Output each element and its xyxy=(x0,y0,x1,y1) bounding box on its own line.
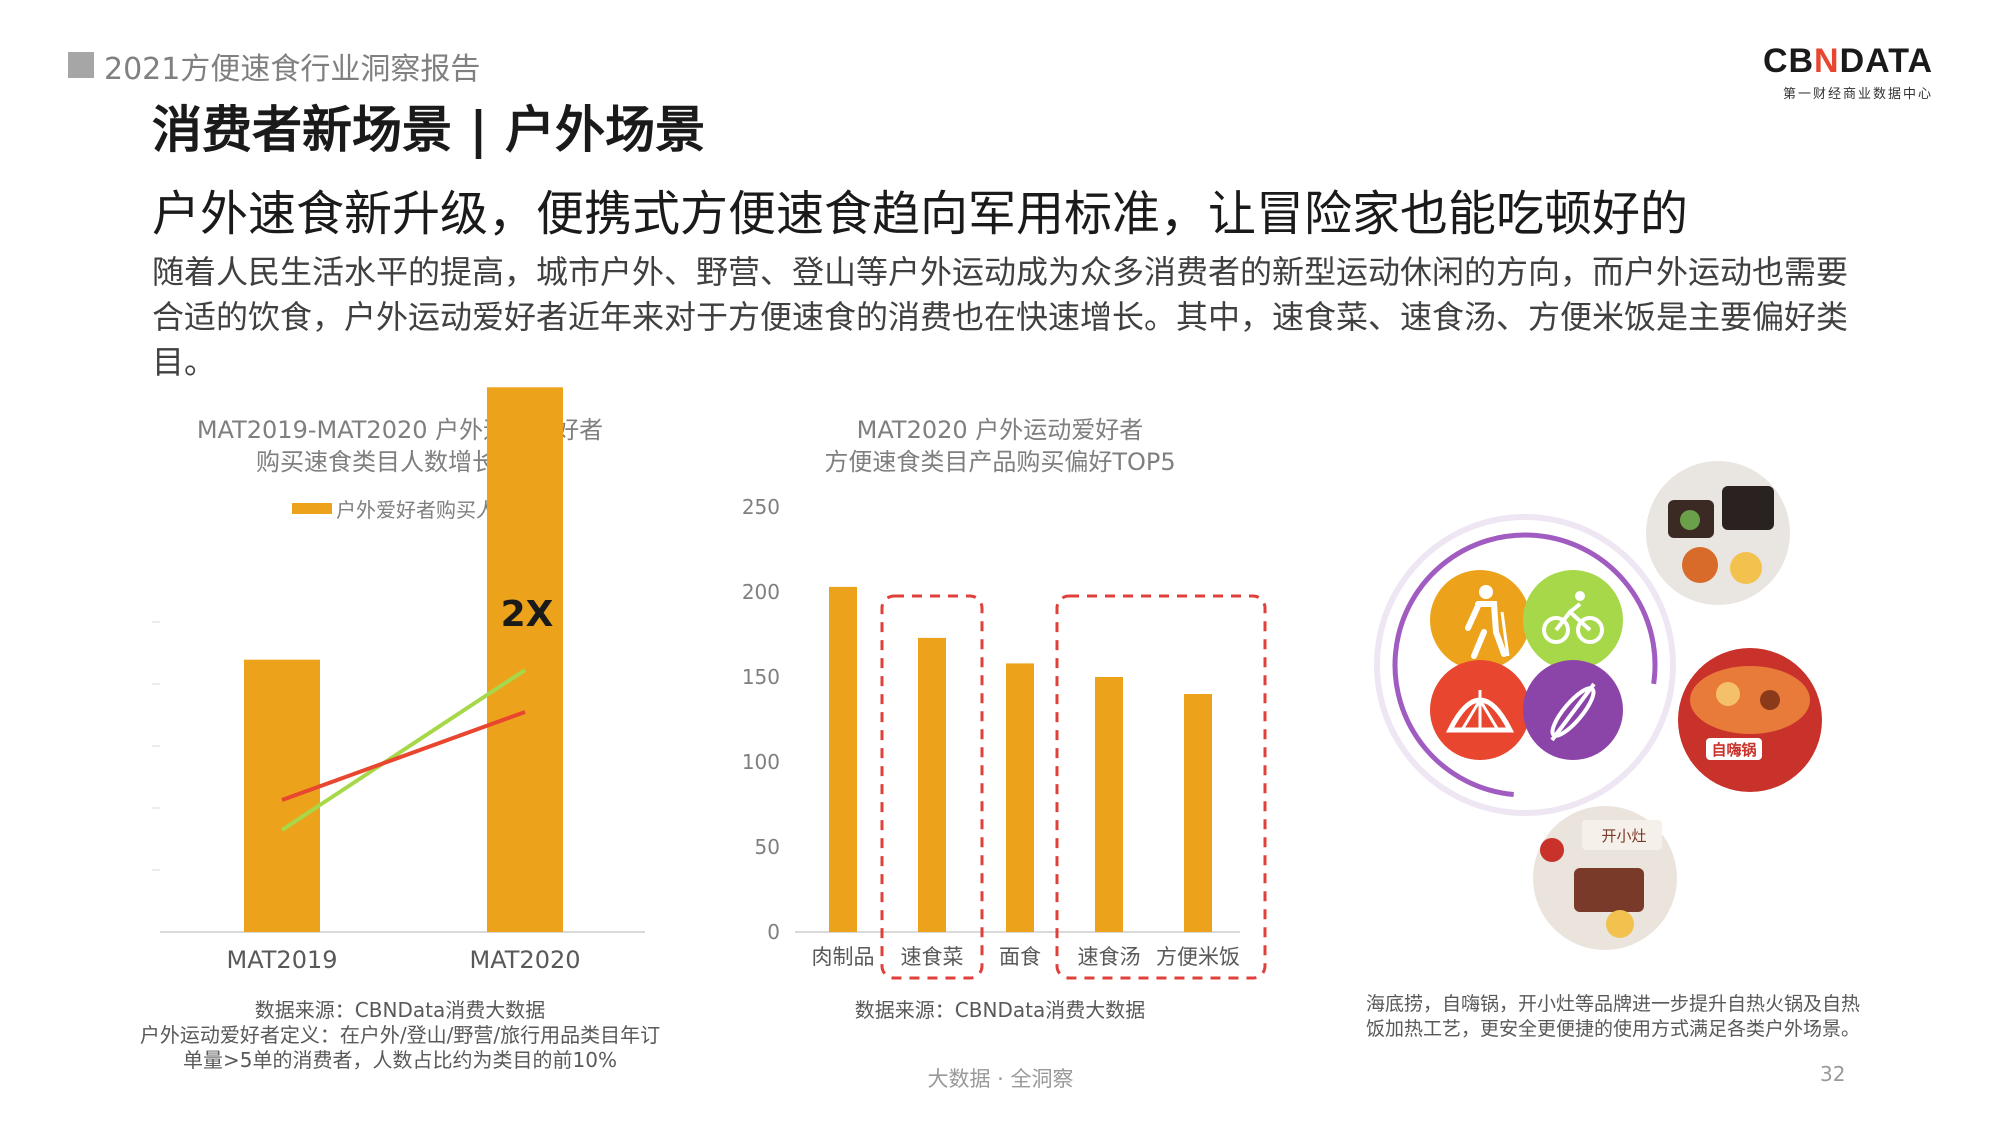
chart2-category-label: 速食汤 xyxy=(1078,945,1141,969)
chart2-category-label: 方便米饭 xyxy=(1156,945,1240,969)
chart2-bar xyxy=(918,637,946,932)
hiking-icon xyxy=(1430,570,1530,670)
growth-trend-green xyxy=(280,668,527,832)
highlight-box-soup-dishes xyxy=(880,594,984,980)
food-photo-rice: 开小灶 xyxy=(1533,806,1677,950)
growth-trend-red xyxy=(281,710,526,802)
chart2-bar xyxy=(1184,694,1212,932)
highlight-box-soup-rice xyxy=(1055,594,1267,980)
outer-ring xyxy=(1392,532,1658,798)
chart2-ytick-label: 200 xyxy=(742,580,780,604)
chart1-axis-ticks xyxy=(152,621,160,871)
outer-ring-faint xyxy=(1374,514,1676,816)
chart2-subtitle: 方便速食类目产品购买偏好TOP5 xyxy=(824,448,1176,476)
outdoor-activity-illustration: 自嗨锅 开小灶 xyxy=(1374,461,1822,950)
chart2-bar xyxy=(829,586,857,932)
chart2-ytick-label: 100 xyxy=(742,750,780,774)
rice-brand-label: 开小灶 xyxy=(1601,827,1646,845)
tent-icon xyxy=(1430,660,1530,760)
logo-brand-right: DATA xyxy=(1839,42,1933,80)
chart2-source: 数据来源：CBNData消费大数据 xyxy=(854,998,1146,1022)
chart1-source: 数据来源：CBNData消费大数据 xyxy=(254,998,546,1022)
chart2-category-label: 速食菜 xyxy=(901,945,964,969)
body-text: 随着人民生活水平的提高，城市户外、野营、登山等户外运动成为众多消费者的新型运动休… xyxy=(152,253,1849,381)
chart1-bar xyxy=(487,387,563,932)
brand-note: 海底捞，自嗨锅，开小灶等品牌进一步提升自热火锅及自热饭加热工艺，更安全更便捷的使… xyxy=(1366,993,1861,1040)
chart1-definition-line1: 户外运动爱好者定义：在户外/登山/野营/旅行用品类目年订 xyxy=(139,1023,661,1047)
chart1-definition-line2: 单量>5单的消费者，人数占比约为类目的前10% xyxy=(183,1048,617,1072)
page-number: 32 xyxy=(1820,1062,1846,1086)
cycling-icon xyxy=(1523,570,1623,670)
cbndata-logo: CBNDATA 第一财经商业数据中心 xyxy=(1763,42,1933,102)
chart1-bar xyxy=(244,659,320,932)
kayak-icon xyxy=(1523,660,1623,760)
food-photo-hotpot: 自嗨锅 xyxy=(1678,648,1822,792)
report-title: 2021方便速食行业洞察报告 xyxy=(104,52,481,87)
hotpot-label: 自嗨锅 xyxy=(1711,741,1756,759)
footer-slogan: 大数据 · 全洞察 xyxy=(927,1067,1074,1091)
chart2-category-label: 面食 xyxy=(999,945,1041,969)
report-marker-square xyxy=(68,52,94,78)
headline: 户外速食新升级，便携式方便速食趋向军用标准，让冒险家也能吃顿好的 xyxy=(152,186,1689,242)
top5-chart: 0 50 100 150 200 250 肉制品 速食菜 面食 速食汤 方便米饭 xyxy=(742,495,1267,980)
chart1-legend-label: 户外爱好者购买人数 xyxy=(336,498,516,522)
chart2-bar xyxy=(1095,677,1123,932)
growth-chart: 户外爱好者购买人数 MAT2019 MAT2020 2X xyxy=(152,387,645,974)
chart2-bar xyxy=(1006,663,1034,932)
chart2-ytick-label: 0 xyxy=(767,920,780,944)
logo-subtitle: 第一财经商业数据中心 xyxy=(1782,87,1933,102)
section-title: 消费者新场景 | 户外场景 xyxy=(152,101,706,159)
logo-brand-mid: N xyxy=(1814,42,1840,80)
chart1-source-note: 数据来源：CBNData消费大数据 户外运动爱好者定义：在户外/登山/野营/旅行… xyxy=(130,998,670,1073)
chart2-ytick-label: 150 xyxy=(742,665,780,689)
chart2-title-block: MAT2020 户外运动爱好者 方便速食类目产品购买偏好TOP5 xyxy=(750,414,1250,478)
chart2-ytick-label: 50 xyxy=(755,835,780,859)
chart1-legend-swatch xyxy=(292,503,332,514)
chart2-category-label: 肉制品 xyxy=(812,945,875,969)
chart1-category-label: MAT2019 xyxy=(227,946,338,974)
chart2-ytick-label: 250 xyxy=(742,495,780,519)
logo-brand: CBNDATA xyxy=(1763,42,1933,81)
growth-annotation: 2X xyxy=(501,594,554,635)
chart2-title: MAT2020 户外运动爱好者 xyxy=(856,416,1144,444)
food-photo-bento xyxy=(1646,461,1790,605)
logo-brand-left: CB xyxy=(1762,42,1815,80)
chart1-category-label: MAT2020 xyxy=(470,946,581,974)
